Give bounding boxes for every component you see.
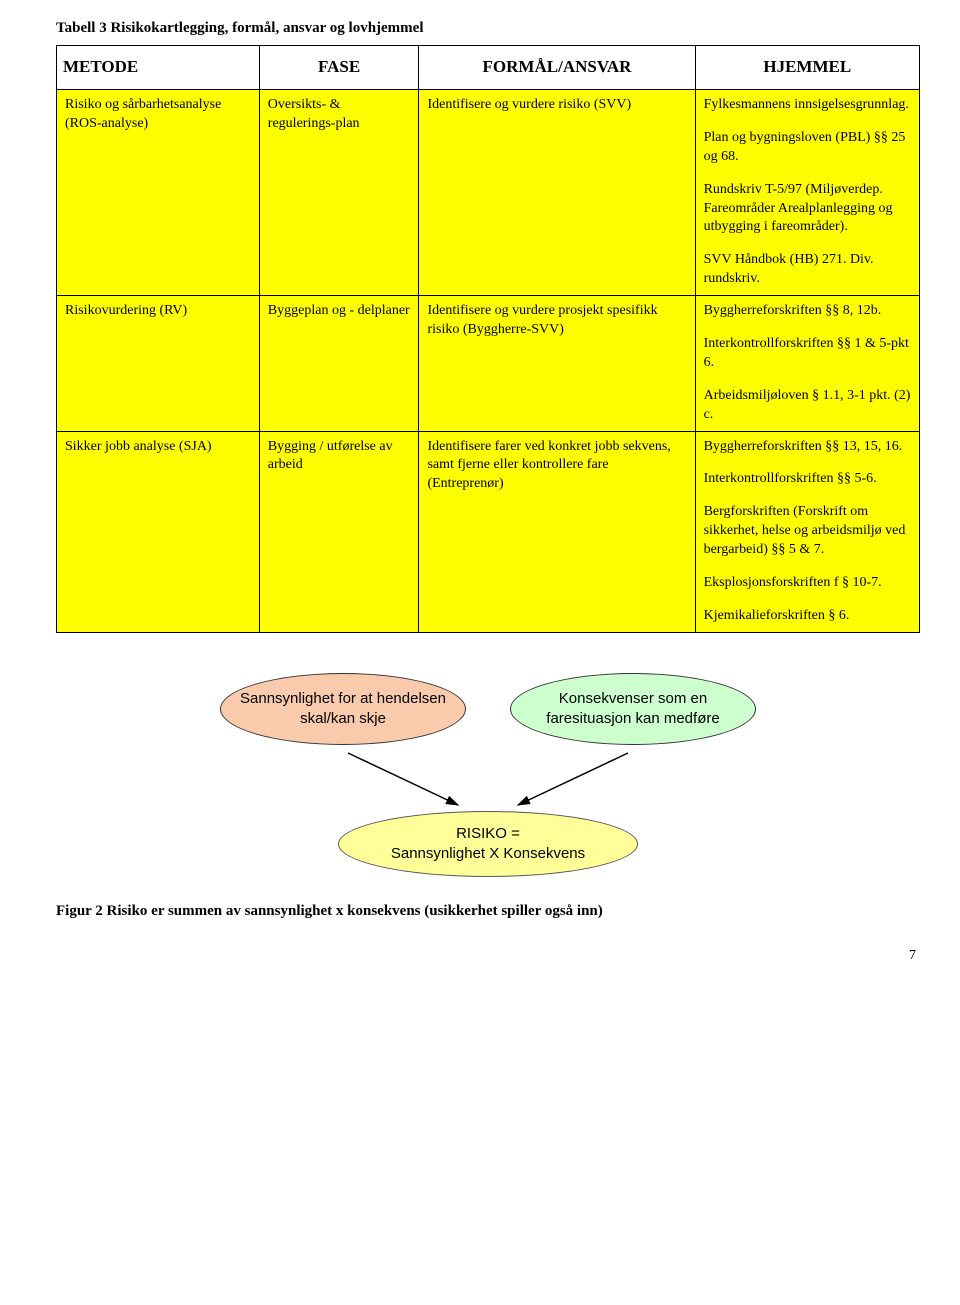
cell-fase: Oversikts- & regulerings-plan (259, 89, 419, 295)
risk-table: METODE FASE FORMÅL/ANSVAR HJEMMEL Risiko… (56, 45, 920, 633)
cell-formal: Identifisere farer ved konkret jobb sekv… (419, 431, 695, 632)
hjemmel-para: SVV Håndbok (HB) 271. Div. rundskriv. (704, 251, 911, 289)
cell-metode: Risikovurdering (RV) (57, 296, 260, 431)
hjemmel-para: Byggherreforskriften §§ 8, 12b. (704, 302, 911, 321)
arrows (158, 755, 818, 811)
hjemmel-para: Interkontrollforskriften §§ 1 & 5-pkt 6. (704, 335, 911, 373)
cell-hjemmel: Byggherreforskriften §§ 13, 15, 16. Inte… (695, 431, 919, 632)
result-line2: Sannsynlighet X Konsekvens (391, 845, 585, 862)
hjemmel-para: Arbeidsmiljøloven § 1.1, 3-1 pkt. (2) c. (704, 387, 911, 425)
risk-diagram: Sannsynlighet for at hendelsen skal/kan … (158, 673, 818, 877)
table-title: Tabell 3 Risikokartlegging, formål, ansv… (56, 20, 920, 37)
header-fase: FASE (259, 46, 419, 90)
cell-formal: Identifisere og vurdere prosjekt spesifi… (419, 296, 695, 431)
page-number: 7 (56, 948, 920, 964)
header-hjemmel: HJEMMEL (695, 46, 919, 90)
table-row: Sikker jobb analyse (SJA) Bygging / utfø… (57, 431, 920, 632)
hjemmel-para: Rundskriv T-5/97 (Miljøverdep. Fareområd… (704, 181, 911, 238)
hjemmel-para: Plan og bygningsloven (PBL) §§ 25 og 68. (704, 129, 911, 167)
cell-hjemmel: Fylkesmannens innsigelsesgrunnlag. Plan … (695, 89, 919, 295)
table-row: Risikovurdering (RV) Byggeplan og - delp… (57, 296, 920, 431)
cell-hjemmel: Byggherreforskriften §§ 8, 12b. Interkon… (695, 296, 919, 431)
table-row: Risiko og sårbarhetsanalyse (ROS-analyse… (57, 89, 920, 295)
cell-metode: Risiko og sårbarhetsanalyse (ROS-analyse… (57, 89, 260, 295)
cell-fase: Bygging / utførelse av arbeid (259, 431, 419, 632)
header-formal: FORMÅL/ANSVAR (419, 46, 695, 90)
header-metode: METODE (57, 46, 260, 90)
hjemmel-para: Eksplosjonsforskriften f § 10-7. (704, 574, 911, 593)
hjemmel-para: Kjemikalieforskriften § 6. (704, 607, 911, 626)
figure-caption: Figur 2 Risiko er summen av sannsynlighe… (56, 903, 920, 920)
hjemmel-para: Fylkesmannens innsigelsesgrunnlag. (704, 96, 911, 115)
cell-fase: Byggeplan og - delplaner (259, 296, 419, 431)
hjemmel-para: Byggherreforskriften §§ 13, 15, 16. (704, 438, 911, 457)
hjemmel-para: Bergforskriften (Forskrift om sikkerhet,… (704, 503, 911, 560)
hjemmel-para: Interkontrollforskriften §§ 5-6. (704, 470, 911, 489)
result-line1: RISIKO = (456, 825, 520, 842)
bubble-consequence: Konsekvenser som en faresituasjon kan me… (510, 673, 756, 745)
table-header-row: METODE FASE FORMÅL/ANSVAR HJEMMEL (57, 46, 920, 90)
bubble-probability: Sannsynlighet for at hendelsen skal/kan … (220, 673, 466, 745)
cell-formal: Identifisere og vurdere risiko (SVV) (419, 89, 695, 295)
cell-metode: Sikker jobb analyse (SJA) (57, 431, 260, 632)
